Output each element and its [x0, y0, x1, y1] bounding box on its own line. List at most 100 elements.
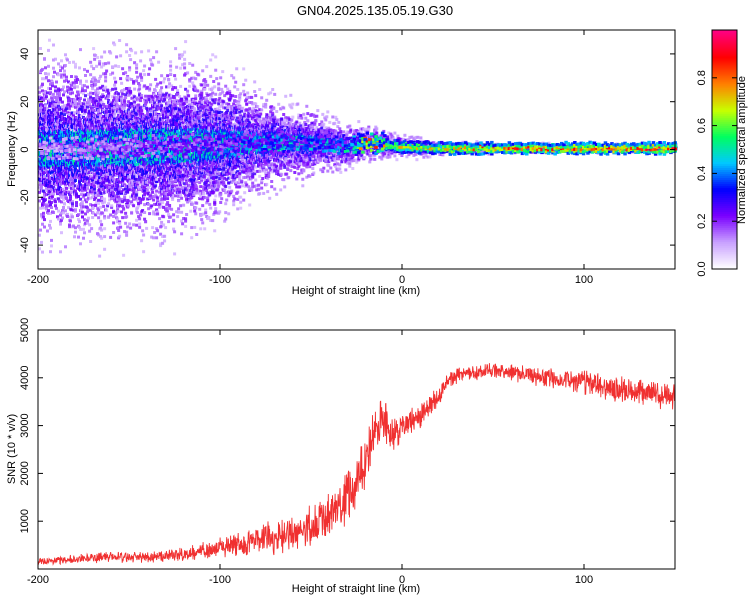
heatmap-cell [56, 178, 59, 182]
heatmap-cell [55, 105, 58, 109]
heatmap-cell [54, 112, 57, 116]
heatmap-cell [76, 164, 79, 168]
heatmap-cell [42, 197, 45, 201]
heatmap-cell [89, 196, 93, 200]
heatmap-cell [47, 165, 50, 169]
heatmap-cell [54, 204, 57, 208]
heatmap-cell [60, 121, 63, 125]
heatmap-cell [65, 186, 68, 190]
heatmap-cell [61, 195, 64, 199]
heatmap-cell [48, 109, 51, 112]
heatmap-cell [77, 97, 80, 101]
heatmap-cell [60, 231, 63, 235]
heatmap-cell [90, 80, 94, 84]
heatmap-cell [81, 215, 84, 219]
heatmap-cell [61, 161, 64, 165]
heatmap-cell [125, 215, 129, 219]
heatmap-cell [84, 180, 87, 184]
heatmap-cell [67, 182, 70, 186]
heatmap-cell [91, 120, 95, 124]
heatmap-cell [80, 104, 83, 107]
heatmap-cell [41, 120, 44, 124]
heatmap-cell [50, 184, 53, 188]
heatmap-cell [58, 199, 61, 203]
heatmap-cell [54, 85, 57, 89]
heatmap-cell [62, 198, 65, 202]
heatmap-cell [49, 176, 52, 180]
heatmap-cell [115, 55, 119, 59]
heatmap-cell [65, 78, 68, 82]
heatmap-cell [127, 175, 131, 179]
heatmap-cell [83, 98, 86, 102]
heatmap-cell [132, 204, 136, 208]
heatmap-cell [81, 200, 84, 204]
heatmap-cell [60, 156, 63, 160]
heatmap-cell [67, 114, 70, 118]
heatmap-cell [47, 185, 50, 189]
heatmap-cell [77, 102, 80, 106]
heatmap-cell [62, 75, 65, 79]
heatmap-cell [63, 202, 66, 206]
heatmap-cell [114, 80, 118, 84]
heatmap-cell [118, 180, 122, 184]
heatmap-cell [94, 179, 98, 182]
heatmap-cell [77, 195, 80, 198]
heatmap-cell [52, 43, 55, 47]
heatmap-cell [110, 204, 114, 208]
heatmap-cell [86, 210, 89, 214]
heatmap-cell [74, 226, 77, 230]
heatmap-cell [46, 113, 49, 117]
heatmap-cell [118, 39, 122, 42]
heatmap-cell [124, 221, 128, 225]
heatmap-cell [77, 217, 80, 221]
heatmap-cell [90, 186, 94, 190]
heatmap-cell [45, 95, 48, 99]
heatmap-cell [94, 196, 98, 200]
heatmap-cell [57, 102, 60, 106]
heatmap-cell [43, 194, 46, 198]
heatmap-cell [63, 113, 66, 117]
heatmap-cell [83, 111, 86, 115]
heatmap-cell [80, 114, 83, 118]
heatmap-cell [93, 76, 97, 80]
heatmap-cell [87, 92, 90, 96]
heatmap-cell [95, 105, 99, 109]
heatmap-cell [50, 200, 53, 204]
heatmap-cell [70, 208, 73, 212]
heatmap-cell [104, 72, 108, 76]
heatmap-cell [63, 73, 66, 77]
heatmap-cell [40, 84, 43, 88]
heatmap-cell [100, 236, 104, 240]
heatmap-cell [51, 80, 54, 84]
heatmap-cell [103, 227, 107, 231]
heatmap-cell [88, 130, 92, 134]
heatmap-cell [60, 59, 63, 63]
heatmap-cell [84, 198, 87, 202]
heatmap-cell [73, 129, 76, 132]
heatmap-cell [73, 111, 76, 115]
heatmap-cell [77, 235, 80, 239]
heatmap-cell [48, 98, 51, 102]
heatmap-cell [45, 207, 48, 211]
heatmap-cell [69, 122, 72, 125]
heatmap-cell [93, 187, 97, 191]
heatmap-cell [89, 126, 93, 130]
heatmap-cell [114, 64, 118, 68]
heatmap-cell [47, 211, 50, 215]
heatmap-cell [120, 81, 124, 85]
heatmap-cell [47, 121, 50, 124]
heatmap-cell [86, 85, 89, 89]
heatmap-cell [57, 87, 60, 91]
heatmap-cell [67, 102, 70, 106]
heatmap-cell [70, 128, 73, 132]
heatmap-cell [88, 229, 92, 233]
heatmap-cell [69, 104, 72, 108]
heatmap-cell [89, 60, 93, 64]
heatmap-cell [67, 99, 70, 103]
heatmap-cell [43, 218, 46, 222]
heatmap-cell [135, 112, 139, 116]
heatmap-cell [83, 84, 86, 88]
heatmap-cell [47, 48, 50, 52]
heatmap-cell [58, 170, 61, 174]
heatmap-cell [38, 157, 41, 161]
